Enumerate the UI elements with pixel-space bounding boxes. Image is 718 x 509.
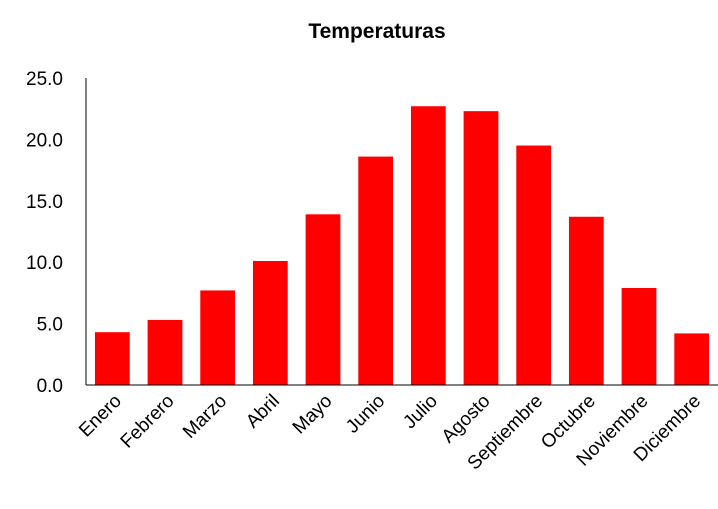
bar-noviembre: [621, 287, 657, 385]
bar-marzo: [200, 290, 236, 385]
bar-diciembre: [674, 333, 710, 385]
y-tick-labels: 0.0 5.0 10.0 15.0 20.0 25.0: [26, 69, 63, 397]
y-tick-label: 10.0: [26, 253, 63, 274]
y-tick-label: 0.0: [37, 376, 63, 397]
x-tick-label: Junio: [342, 391, 389, 438]
bar-julio: [410, 106, 446, 386]
y-tick-label: 20.0: [26, 130, 63, 151]
x-tick-label: Marzo: [179, 391, 231, 443]
x-tick-label: Febrero: [117, 391, 179, 453]
bar-febrero: [147, 319, 183, 385]
x-tick-label: Julio: [399, 391, 441, 433]
bar-junio: [358, 156, 394, 385]
bar-mayo: [305, 214, 341, 385]
x-tick-label: Enero: [75, 391, 126, 442]
y-tick-label: 25.0: [26, 69, 63, 90]
bar-octubre: [568, 216, 604, 385]
bar-septiembre: [516, 145, 552, 385]
y-tick-label: 15.0: [26, 192, 63, 213]
x-tick-label: Mayo: [289, 391, 337, 439]
y-tick-label: 5.0: [37, 315, 63, 336]
axis-layer: [85, 78, 718, 386]
bar-enero: [94, 332, 130, 385]
bar-abril: [252, 260, 288, 385]
x-tick-label: Abril: [242, 391, 284, 433]
chart-title: Temperaturas: [308, 20, 445, 43]
bars-layer: [94, 106, 710, 386]
bar-agosto: [463, 111, 499, 385]
